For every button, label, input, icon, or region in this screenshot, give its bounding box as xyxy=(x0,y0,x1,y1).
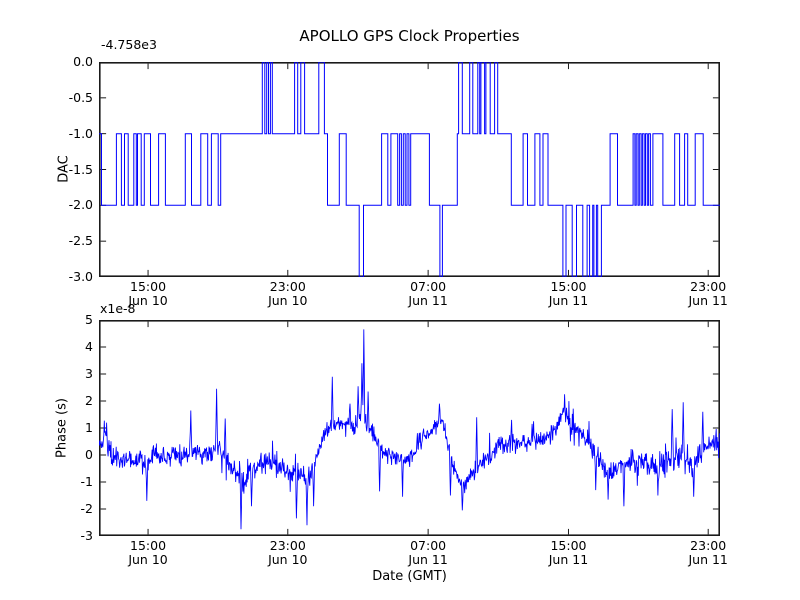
y-tick-label: -1.0 xyxy=(68,125,93,141)
phase-multiplier-label: x1e-8 xyxy=(100,301,136,316)
x-tick-label: 23:00 Jun 11 xyxy=(688,538,728,568)
date-axis-label: Date (GMT) xyxy=(372,569,447,584)
phase-noise-line xyxy=(99,329,720,530)
y-tick-label: -2.0 xyxy=(68,197,93,213)
x-tick-label: 15:00 Jun 11 xyxy=(548,538,589,568)
dac-offset-label: -4.758e3 xyxy=(101,37,157,52)
y-tick-label: -1 xyxy=(80,474,93,489)
y-tick-label: -0.5 xyxy=(68,89,93,105)
x-tick-label: 23:00 Jun 10 xyxy=(268,538,308,568)
figure-title: APOLLO GPS Clock Properties xyxy=(299,27,520,45)
x-tick-label: 07:00 Jun 11 xyxy=(408,279,448,309)
y-tick-label: -2.5 xyxy=(68,233,93,249)
axes-frame xyxy=(99,62,720,277)
x-tick-label: 23:00 Jun 10 xyxy=(268,279,308,309)
x-tick-label: 15:00 Jun 10 xyxy=(128,279,168,309)
y-tick-label: -3 xyxy=(80,528,93,543)
y-tick-label: 5 xyxy=(85,312,93,327)
phase-plot-area xyxy=(99,320,720,536)
x-tick-label: 23:00 Jun 11 xyxy=(688,279,728,309)
y-tick-label: -1.5 xyxy=(68,161,93,177)
y-tick-label: 0.0 xyxy=(73,54,93,69)
x-tick-label: 15:00 Jun 11 xyxy=(548,279,589,309)
dac-plot-area xyxy=(99,62,720,277)
y-tick-label: -3.0 xyxy=(68,269,93,284)
y-tick-label: 0 xyxy=(85,447,93,462)
x-tick-label: 15:00 Jun 10 xyxy=(128,538,168,568)
y-tick-label: 4 xyxy=(85,339,93,354)
axes-frame xyxy=(99,320,720,536)
x-tick-label: 07:00 Jun 11 xyxy=(408,538,448,568)
y-tick-label: 1 xyxy=(85,420,93,435)
y-tick-label: 2 xyxy=(85,393,93,408)
dac-step-line xyxy=(99,62,720,277)
y-tick-label: 3 xyxy=(85,366,93,381)
y-tick-label: -2 xyxy=(80,501,93,516)
